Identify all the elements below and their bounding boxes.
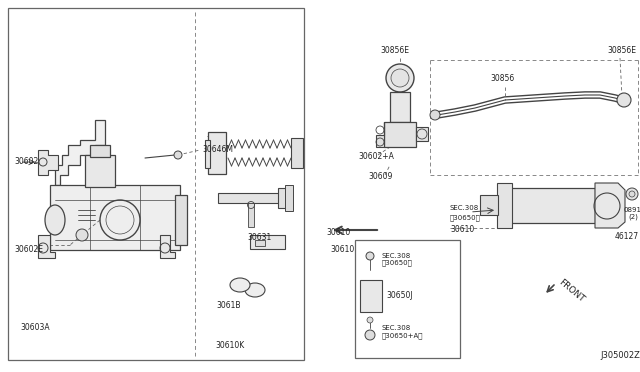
Text: 〰30650〱: 〰30650〱 [450,214,481,221]
Bar [480,195,498,215]
Circle shape [430,110,440,120]
Polygon shape [55,120,105,185]
Text: 3061B: 3061B [216,301,241,310]
Circle shape [366,252,374,260]
Bar [218,193,280,203]
Text: 30602+A: 30602+A [358,152,394,161]
Text: 30631: 30631 [247,234,271,243]
Ellipse shape [45,205,65,235]
Polygon shape [38,150,58,175]
Circle shape [391,69,409,87]
Bar [250,235,285,249]
Bar [278,188,288,208]
Text: FRONT: FRONT [557,278,586,305]
Bar [390,92,410,122]
Bar [255,240,265,246]
Text: J305002Z: J305002Z [600,351,640,360]
Polygon shape [160,235,175,258]
Circle shape [365,330,375,340]
Text: 〰30650〱: 〰30650〱 [382,260,413,266]
Bar [384,122,416,147]
Text: 30856E: 30856E [381,46,410,55]
Circle shape [367,317,373,323]
Bar [50,185,180,250]
Circle shape [626,188,638,200]
Bar [360,280,382,312]
Text: 30610: 30610 [326,228,350,237]
Bar [291,138,303,168]
Circle shape [617,93,631,107]
Text: 30856: 30856 [490,74,515,83]
Bar [8,8,304,360]
Bar [248,203,254,227]
Text: SEC.308: SEC.308 [382,253,412,259]
Text: 30610: 30610 [450,225,474,234]
Text: 〰30650+A〱: 〰30650+A〱 [382,333,424,339]
Bar [85,155,115,187]
Bar [416,127,428,141]
Bar [175,195,187,245]
Circle shape [629,191,635,197]
Bar [497,183,512,228]
Circle shape [76,229,88,241]
Text: 30610: 30610 [330,246,355,254]
Bar [90,145,110,157]
Text: 30610K: 30610K [215,340,244,350]
Bar [205,140,210,168]
Polygon shape [38,235,55,258]
Ellipse shape [245,283,265,297]
Text: SEC.308: SEC.308 [450,205,479,211]
Text: (2): (2) [628,214,638,221]
Text: 30602E: 30602E [14,246,43,254]
Text: 46127: 46127 [615,232,639,241]
Bar [510,188,595,223]
Circle shape [386,64,414,92]
Text: 30646M: 30646M [202,145,233,154]
Circle shape [174,151,182,159]
Polygon shape [376,122,384,147]
Text: 30603A: 30603A [20,324,50,333]
Bar [355,240,460,358]
Text: 30602: 30602 [14,157,38,167]
Text: 08911-1082G: 08911-1082G [624,207,640,213]
Text: SEC.308: SEC.308 [382,325,412,331]
Polygon shape [595,183,625,228]
Bar [208,132,226,174]
Ellipse shape [230,278,250,292]
Text: 30650J: 30650J [386,292,413,301]
Text: 30609: 30609 [368,172,392,181]
Bar [285,185,293,211]
Text: 30856E: 30856E [607,46,636,55]
